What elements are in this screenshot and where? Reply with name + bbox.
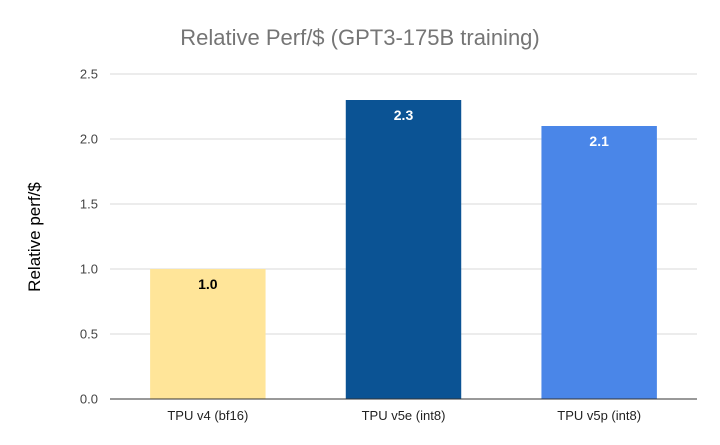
x-category-label: TPU v5p (int8) [557,408,641,423]
y-tick-label: 2.5 [80,67,98,82]
x-category-label: TPU v5e (int8) [362,408,446,423]
x-axis-categories: TPU v4 (bf16) TPU v5e (int8) TPU v5p (int8… [167,408,641,423]
chart-title: Relative Perf/$ (GPT3-175B training) [180,25,540,50]
y-tick-label: 0.5 [80,327,98,342]
data-labels: 1.0 2.3 2.1 [198,107,609,292]
y-axis-label: Relative perf/$ [25,182,44,292]
data-label: 1.0 [198,276,218,292]
bar [150,269,266,399]
data-label: 2.3 [394,107,414,123]
bar [345,100,462,399]
y-tick-label: 0.0 [80,392,98,407]
y-axis-ticks: 0.0 0.5 1.0 1.5 2.0 2.5 [80,67,98,407]
x-category-label: TPU v4 (bf16) [167,408,248,423]
bar [541,126,657,399]
data-label: 2.1 [589,133,609,149]
y-tick-label: 1.0 [80,262,98,277]
bars [150,100,657,399]
y-tick-label: 1.5 [80,197,98,212]
y-tick-label: 2.0 [80,132,98,147]
